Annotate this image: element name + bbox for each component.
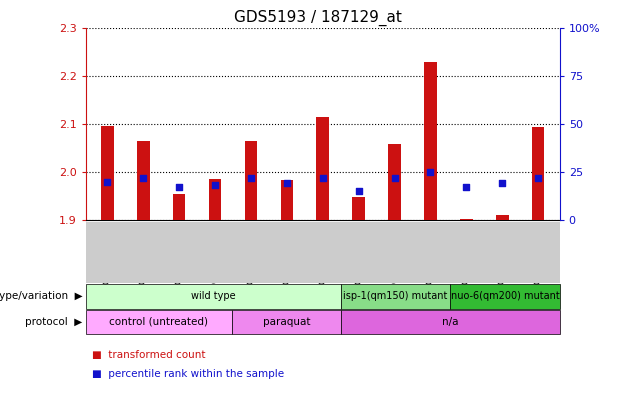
Point	[317, 174, 328, 181]
Text: ■  percentile rank within the sample: ■ percentile rank within the sample	[92, 369, 284, 379]
Bar	[245, 141, 257, 220]
Bar	[389, 144, 401, 220]
Text: paraquat: paraquat	[263, 317, 310, 327]
Point	[282, 180, 292, 187]
Point	[138, 174, 148, 181]
Bar	[424, 62, 437, 220]
Point	[497, 180, 508, 187]
Bar	[101, 126, 114, 220]
Bar	[317, 117, 329, 220]
Bar	[532, 127, 544, 220]
Point	[174, 184, 184, 191]
Text: protocol  ▶: protocol ▶	[25, 317, 83, 327]
Point	[533, 174, 543, 181]
Bar	[137, 141, 149, 220]
Text: isp-1(qm150) mutant: isp-1(qm150) mutant	[343, 291, 448, 301]
Point	[246, 174, 256, 181]
Bar	[280, 180, 293, 220]
Point	[425, 169, 436, 175]
Point	[210, 182, 220, 189]
Text: n/a: n/a	[442, 317, 459, 327]
Text: GDS5193 / 187129_at: GDS5193 / 187129_at	[234, 10, 402, 26]
Bar	[209, 179, 221, 220]
Bar	[496, 215, 509, 220]
Bar	[460, 219, 473, 220]
Point	[102, 178, 113, 185]
Text: control (untreated): control (untreated)	[109, 317, 208, 327]
Bar	[352, 197, 365, 220]
Text: genotype/variation  ▶: genotype/variation ▶	[0, 291, 83, 301]
Bar	[173, 194, 186, 220]
Text: wild type: wild type	[191, 291, 236, 301]
Point	[389, 174, 399, 181]
Point	[461, 184, 471, 191]
Text: nuo-6(qm200) mutant: nuo-6(qm200) mutant	[451, 291, 560, 301]
Point	[354, 188, 364, 194]
Text: ■  transformed count: ■ transformed count	[92, 350, 205, 360]
